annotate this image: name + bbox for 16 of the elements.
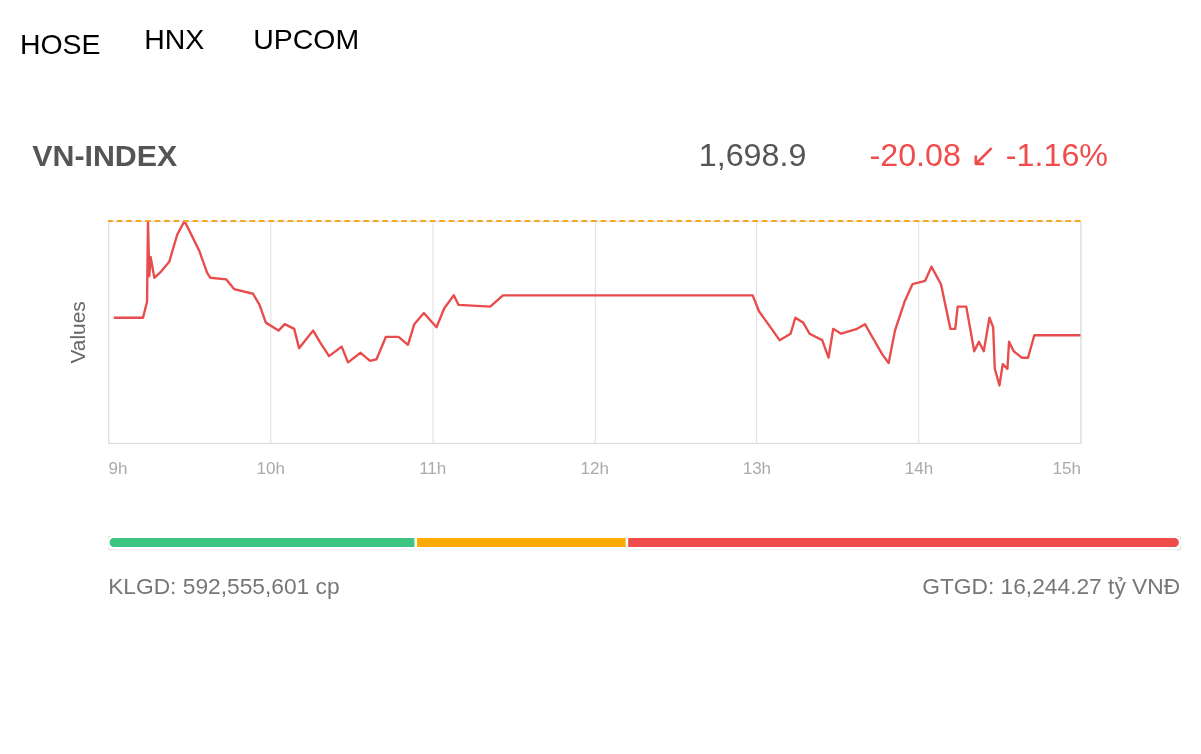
x-tick-label: 12h: [580, 458, 610, 478]
text: HOSE: [19, 27, 101, 60]
text: UPCOM: [253, 23, 360, 56]
text: GTGD: 16,244.27 tỷ VNĐ: [922, 572, 1181, 599]
x-tick-label: 15h: [1052, 458, 1081, 478]
x-tick-label: 11h: [419, 458, 447, 478]
x-tick-label: 9h: [108, 458, 128, 478]
text: KLGD: 592,555,601 cp: [108, 572, 340, 599]
x-tick-label: 10h: [256, 458, 285, 478]
x-tick-label: 13h: [742, 458, 772, 478]
text: HNX: [144, 23, 205, 56]
text: -20.08 ↙ -1.16%: [869, 136, 1109, 173]
chart-title: VN-INDEX: [32, 138, 178, 172]
y-axis-title: Values: [65, 301, 89, 364]
text: 1,698.9: [698, 136, 807, 173]
x-tick-label: 14h: [904, 458, 934, 478]
